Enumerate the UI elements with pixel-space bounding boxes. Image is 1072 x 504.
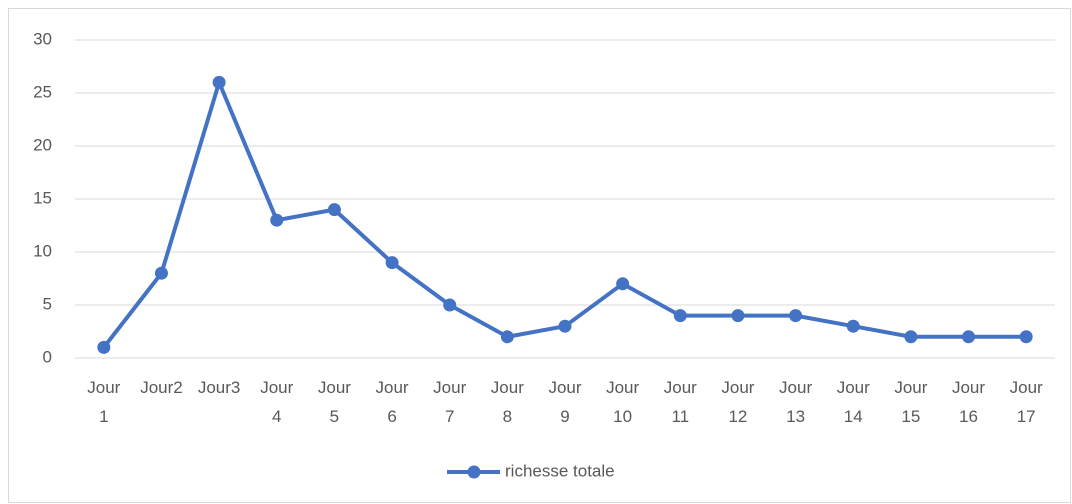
data-point <box>789 309 803 323</box>
x-tick-label: Jour 8 <box>490 378 524 426</box>
x-tick-label: Jour 9 <box>548 378 582 426</box>
legend-label: richesse totale <box>505 461 615 480</box>
x-tick-label: Jour 4 <box>260 378 294 426</box>
data-point <box>673 309 687 323</box>
chart-border <box>8 8 1071 503</box>
x-tick-label: Jour 1 <box>87 378 121 426</box>
data-point <box>558 319 572 333</box>
data-point <box>327 203 341 217</box>
y-tick-label: 30 <box>33 29 52 48</box>
data-point <box>616 277 630 291</box>
x-tick-label: Jour 5 <box>317 378 351 426</box>
y-tick-label: 15 <box>33 188 52 207</box>
data-point <box>385 256 399 270</box>
y-tick-label: 5 <box>43 294 52 313</box>
x-tick-label: Jour 16 <box>951 378 986 426</box>
x-tick-label: Jour 6 <box>375 378 409 426</box>
data-point <box>962 330 976 344</box>
data-point <box>212 75 226 89</box>
data-point <box>270 213 284 227</box>
x-tick-label: Jour 7 <box>433 378 467 426</box>
y-tick-label: 0 <box>43 347 52 366</box>
x-tick-label: Jour 15 <box>894 378 928 426</box>
x-tick-label: Jour3 <box>197 378 241 397</box>
series-line <box>102 80 1027 349</box>
data-point <box>904 330 918 344</box>
x-tick-label: Jour 14 <box>836 378 870 426</box>
y-tick-label: 20 <box>33 135 52 154</box>
data-point <box>443 298 457 312</box>
legend-marker <box>467 465 481 479</box>
y-tick-label: 25 <box>33 82 52 101</box>
x-tick-label: Jour 10 <box>606 378 640 426</box>
x-tick-label: Jour 12 <box>721 378 755 426</box>
data-point <box>97 340 111 354</box>
data-point <box>731 309 745 323</box>
data-point <box>1019 330 1033 344</box>
data-point <box>500 330 514 344</box>
x-tick-label: Jour 17 <box>1009 378 1043 426</box>
data-point <box>846 319 860 333</box>
x-tick-label: Jour 13 <box>779 378 813 426</box>
y-tick-label: 10 <box>33 241 52 260</box>
x-tick-label: Jour2 <box>140 378 183 397</box>
data-point <box>154 266 168 280</box>
x-tick-label: Jour 11 <box>663 378 697 426</box>
